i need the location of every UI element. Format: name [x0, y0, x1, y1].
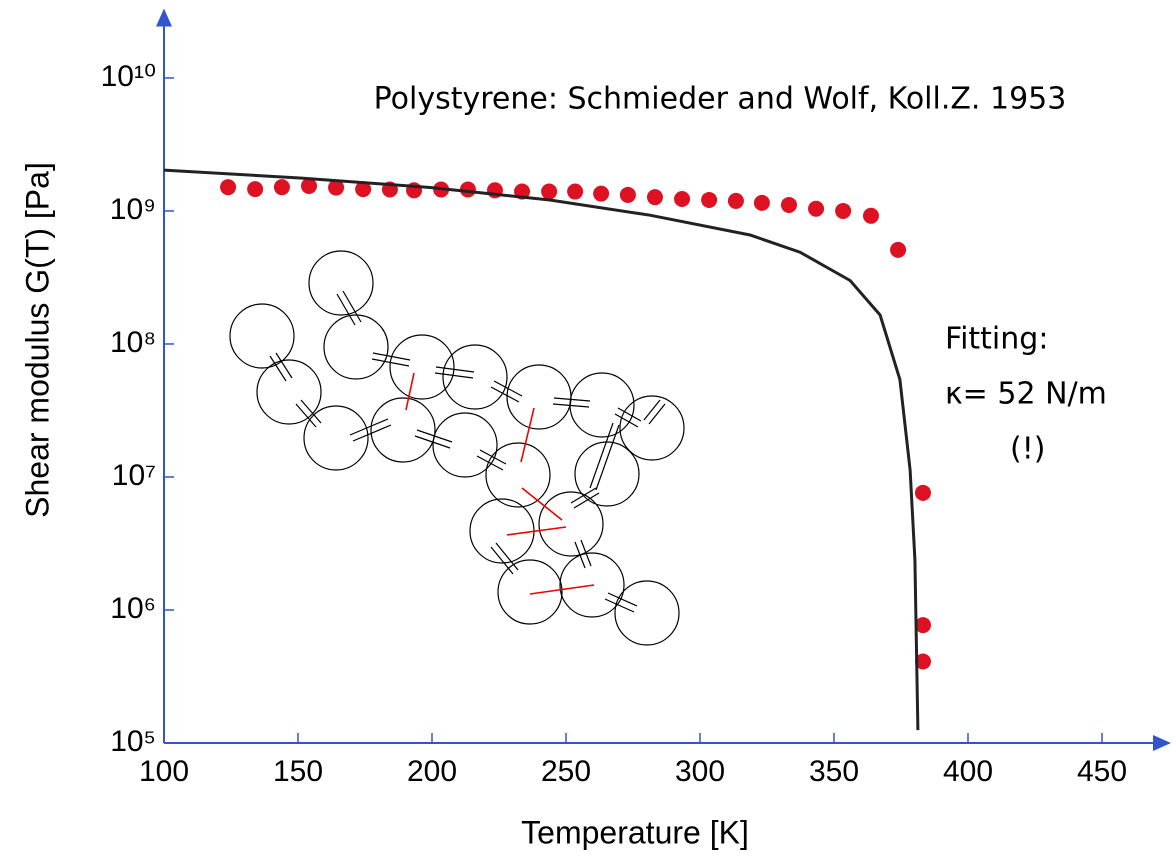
data-point [914, 653, 931, 670]
x-tick-label: 200 [407, 755, 457, 788]
data-point [780, 196, 797, 213]
molecule-sketch [229, 250, 685, 646]
x-axis-label: Temperature [K] [521, 814, 749, 850]
x-tick-label: 400 [943, 755, 993, 788]
data-point [914, 484, 931, 501]
x-tick-label: 450 [1077, 755, 1127, 788]
data-point [619, 186, 636, 203]
y-tick-label: 10⁸ [110, 326, 156, 359]
data-point [835, 202, 852, 219]
chart-title: Polystyrene: Schmieder and Wolf, Koll.Z.… [374, 82, 1067, 117]
data-point [220, 179, 237, 196]
data-point [300, 178, 317, 195]
data-point [646, 189, 663, 206]
x-tick-label: 250 [541, 755, 591, 788]
x-tick-label: 100 [139, 755, 189, 788]
data-point [541, 183, 558, 200]
data-point [890, 241, 907, 258]
data-point [593, 185, 610, 202]
data-point [914, 617, 931, 634]
y-tick-label: 10⁵ [110, 725, 156, 758]
annotation: Fitting: [945, 322, 1048, 357]
y-axis-label: Shear modulus G(T) [Pa] [19, 162, 55, 518]
data-point [808, 200, 825, 217]
y-tick-label: 10⁷ [112, 459, 156, 492]
y-tick-label: 10⁹ [110, 193, 156, 226]
x-tick-label: 300 [675, 755, 725, 788]
data-point [567, 183, 584, 200]
data-point [701, 191, 718, 208]
data-point [727, 192, 744, 209]
data-point [862, 207, 879, 224]
data-point [674, 191, 691, 208]
data-point [328, 179, 345, 196]
fit-curve [163, 168, 920, 731]
data-point [355, 181, 372, 198]
data-point [459, 181, 476, 198]
y-tick-label: 10⁶ [110, 592, 156, 625]
annotation: κ= 52 N/m [945, 377, 1107, 412]
y-tick-label: 10¹⁰ [101, 60, 156, 93]
x-tick-label: 150 [273, 755, 323, 788]
x-tick-label: 350 [809, 755, 859, 788]
annotation: (!) [1010, 432, 1045, 467]
data-point [247, 181, 264, 198]
data-point [753, 194, 770, 211]
data-point [273, 179, 290, 196]
